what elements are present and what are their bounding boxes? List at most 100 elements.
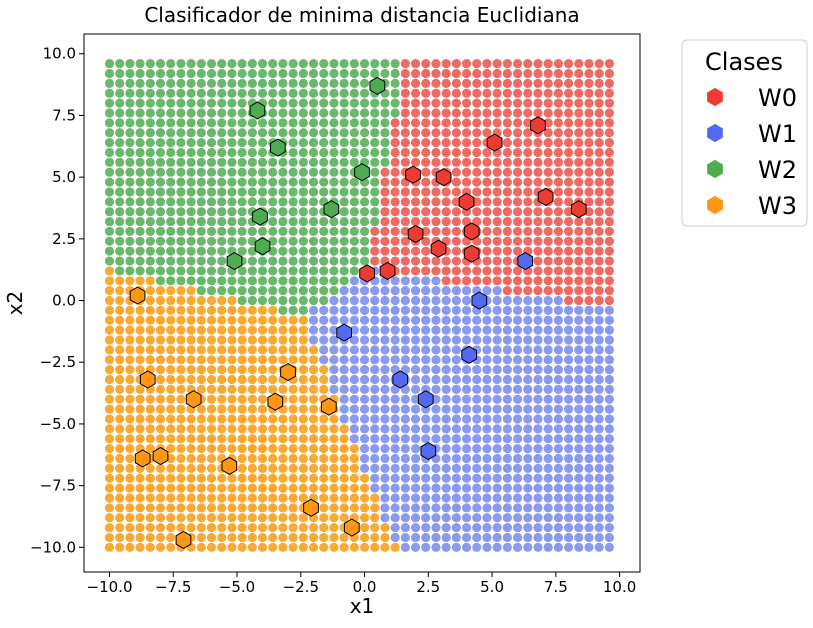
region-point-w0 [400,118,410,128]
region-point-w3 [329,532,339,543]
region-point-w3 [329,453,339,464]
region-point-w1 [523,355,533,365]
region-point-w1 [533,513,543,523]
x-tick-label: 5.0 [480,578,504,596]
region-point-w3 [206,414,217,424]
region-point-w0 [502,197,512,207]
region-point-w3 [308,483,319,493]
region-point-w2 [359,88,370,98]
region-point-w0 [574,137,584,148]
region-point-w0 [492,157,502,167]
region-point-w1 [421,434,431,444]
region-point-w3 [135,503,145,513]
region-point-w1 [472,513,482,523]
region-point-w1 [400,355,410,365]
region-point-w0 [431,216,441,227]
region-point-w2 [278,197,288,207]
region-point-w3 [298,542,308,552]
region-point-w3 [268,434,278,444]
region-point-w2 [227,108,237,118]
region-point-w2 [268,187,278,197]
region-point-w0 [461,68,472,79]
region-point-w3 [319,453,329,464]
region-point-w3 [237,444,247,454]
region-point-w0 [502,256,512,266]
region-point-w0 [553,197,563,207]
region-point-w2 [115,236,125,246]
sample-marker-w3 [175,530,192,549]
region-point-w0 [594,157,604,167]
region-point-w1 [604,404,614,414]
legend-box [681,39,808,227]
region-point-w2 [176,246,186,256]
region-point-w2 [155,98,166,108]
region-point-w3 [145,315,155,325]
region-point-w3 [247,513,257,523]
region-point-w0 [461,157,472,167]
region-point-w1 [604,483,614,493]
region-point-w1 [451,513,461,523]
region-point-w0 [370,236,380,246]
region-point-w1 [533,463,543,473]
region-point-w2 [217,226,227,237]
region-point-w2 [370,157,380,167]
region-point-w1 [604,335,614,345]
region-point-w2 [115,147,125,158]
region-point-w2 [278,88,288,98]
region-point-w1 [410,384,421,394]
region-point-w0 [461,276,472,286]
region-point-w0 [604,108,614,118]
region-point-w1 [604,355,614,365]
region-point-w3 [115,295,125,306]
region-point-w2 [104,147,115,158]
region-point-w3 [247,355,257,365]
region-point-w2 [166,98,176,108]
region-point-w1 [349,355,359,365]
region-point-w1 [523,315,533,325]
region-point-w1 [400,503,410,513]
region-point-w1 [431,384,441,394]
region-point-w3 [227,414,237,424]
region-point-w1 [349,384,359,394]
region-point-w3 [247,315,257,325]
sample-marker-w0 [430,239,447,258]
region-point-w1 [359,444,370,454]
region-point-w3 [329,414,339,424]
region-point-w2 [308,137,319,148]
region-point-w3 [206,345,217,355]
region-point-w3 [125,513,135,523]
region-point-w1 [308,335,319,345]
region-point-w0 [512,98,523,108]
region-point-w0 [553,68,563,79]
region-point-w1 [523,522,533,533]
region-point-w3 [308,453,319,464]
region-point-w2 [196,197,206,207]
region-point-w0 [502,187,512,197]
region-point-w1 [421,325,431,335]
region-point-w2 [227,88,237,98]
region-point-w2 [319,118,329,128]
region-point-w0 [563,128,574,138]
region-point-w1 [390,463,400,473]
region-point-w2 [329,187,339,197]
region-point-w2 [227,128,237,138]
region-point-w2 [339,68,349,79]
region-point-w1 [441,335,451,345]
region-point-w1 [512,365,523,375]
region-point-w2 [135,266,145,276]
region-point-w0 [563,236,574,246]
region-point-w1 [482,365,492,375]
region-point-w1 [390,503,400,513]
region-point-w0 [400,236,410,246]
region-point-w2 [257,88,268,98]
region-point-w2 [278,78,288,88]
region-point-w1 [594,532,604,543]
region-point-w2 [349,128,359,138]
region-point-w3 [308,374,319,385]
region-point-w2 [176,78,186,88]
region-point-w1 [451,295,461,306]
region-point-w0 [472,236,482,246]
region-point-w2 [329,276,339,286]
region-point-w2 [186,256,196,266]
region-point-w2 [339,147,349,158]
